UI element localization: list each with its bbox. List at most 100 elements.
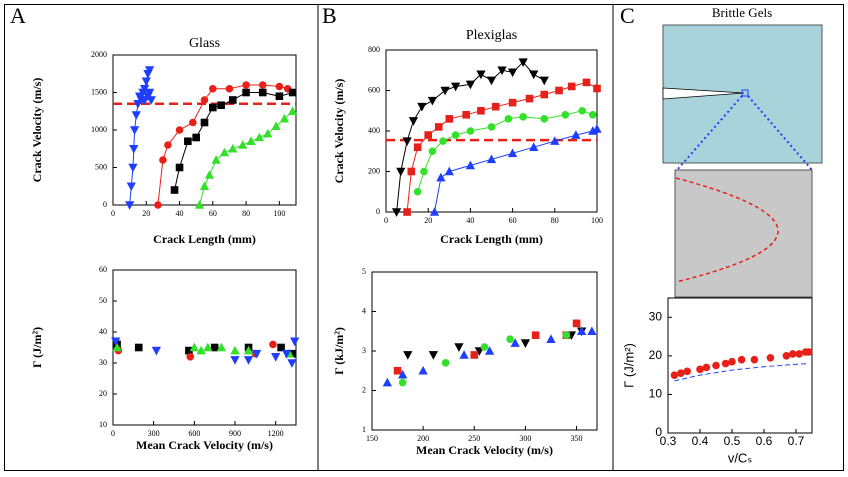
x-tick-label: 900 xyxy=(229,429,241,438)
marker xyxy=(211,155,221,164)
marker xyxy=(577,326,587,336)
marker xyxy=(677,369,685,378)
marker xyxy=(217,101,225,110)
marker xyxy=(219,147,230,157)
marker xyxy=(192,133,200,142)
marker xyxy=(128,163,138,173)
marker xyxy=(578,106,587,115)
chart-title: Plexiglas xyxy=(466,28,517,43)
marker xyxy=(243,356,254,365)
marker xyxy=(275,92,284,101)
marker xyxy=(561,111,570,119)
marker xyxy=(539,76,549,86)
marker xyxy=(228,96,237,104)
marker xyxy=(189,118,197,127)
marker xyxy=(418,365,428,375)
plot-frame xyxy=(667,297,813,434)
y-tick-label: 600 xyxy=(368,85,380,94)
marker xyxy=(737,355,746,364)
y-tick-label: 20 xyxy=(99,389,107,398)
marker xyxy=(427,96,438,106)
marker xyxy=(428,147,437,156)
marker xyxy=(440,86,450,96)
marker xyxy=(454,343,464,352)
marker xyxy=(476,70,486,80)
marker xyxy=(750,355,759,364)
x-tick-label: 0 xyxy=(111,429,115,438)
marker xyxy=(572,319,581,328)
gel-diagram xyxy=(662,24,823,298)
marker xyxy=(112,342,122,352)
series-line xyxy=(174,92,293,191)
marker xyxy=(480,343,489,351)
marker xyxy=(203,342,213,352)
x-axis-label: Crack Length (mm) xyxy=(153,232,256,246)
plot-frame xyxy=(371,271,598,431)
marker xyxy=(593,84,601,93)
x-tick-label: 0 xyxy=(111,209,115,218)
marker xyxy=(459,350,469,359)
marker xyxy=(510,338,520,347)
marker xyxy=(805,348,813,356)
y-tick-label: 40 xyxy=(99,327,107,336)
y-tick-label: 60 xyxy=(99,265,107,274)
x-tick-label: 20 xyxy=(424,216,432,225)
marker xyxy=(555,86,563,95)
plot-frame xyxy=(385,49,598,213)
marker xyxy=(200,118,209,127)
y-tick-label: 10 xyxy=(649,387,663,401)
marker xyxy=(424,131,432,139)
marker xyxy=(506,335,514,343)
marker xyxy=(146,96,156,105)
marker xyxy=(403,351,413,360)
marker xyxy=(170,186,179,194)
marker xyxy=(382,377,392,387)
marker xyxy=(186,353,195,361)
marker xyxy=(429,207,440,216)
marker xyxy=(487,123,496,131)
marker xyxy=(486,76,497,86)
x-axis-label: Crack Length (mm) xyxy=(440,232,543,246)
zoom-box xyxy=(741,89,749,97)
marker xyxy=(529,142,539,151)
y-axis-label: Γ (J/m²) xyxy=(30,327,44,368)
y-tick-label: 2000 xyxy=(91,50,107,59)
marker xyxy=(417,102,427,112)
marker xyxy=(398,378,407,387)
marker xyxy=(408,117,419,126)
marker xyxy=(277,343,285,352)
marker xyxy=(477,106,485,115)
marker xyxy=(398,369,408,379)
marker xyxy=(491,102,500,111)
marker xyxy=(728,357,736,366)
marker xyxy=(209,84,217,93)
x-tick-label: 300 xyxy=(519,434,531,443)
zoom-line xyxy=(747,95,813,171)
marker xyxy=(238,140,248,149)
marker xyxy=(504,115,513,123)
marker xyxy=(546,334,556,343)
marker xyxy=(288,88,297,97)
x-tick-label: 0.4 xyxy=(692,434,709,448)
marker xyxy=(391,208,402,217)
x-tick-label: 100 xyxy=(273,209,285,218)
series-line xyxy=(199,110,294,206)
marker xyxy=(131,111,141,120)
x-tick-label: 350 xyxy=(571,434,583,443)
marker xyxy=(407,167,416,176)
crack xyxy=(662,87,745,100)
x-axis-label: v/Cₛ xyxy=(728,450,753,465)
x-tick-label: 600 xyxy=(188,429,200,438)
x-tick-label: 0.6 xyxy=(756,434,773,448)
marker xyxy=(175,163,184,172)
marker xyxy=(271,121,281,131)
crack-tip-fit xyxy=(675,177,779,283)
marker xyxy=(567,82,576,91)
marker xyxy=(242,81,250,89)
marker xyxy=(436,172,446,182)
marker xyxy=(228,143,238,153)
marker xyxy=(441,359,450,367)
y-axis-label: Crack Velocity (m/s) xyxy=(332,79,346,184)
panel-label: A xyxy=(10,3,26,28)
